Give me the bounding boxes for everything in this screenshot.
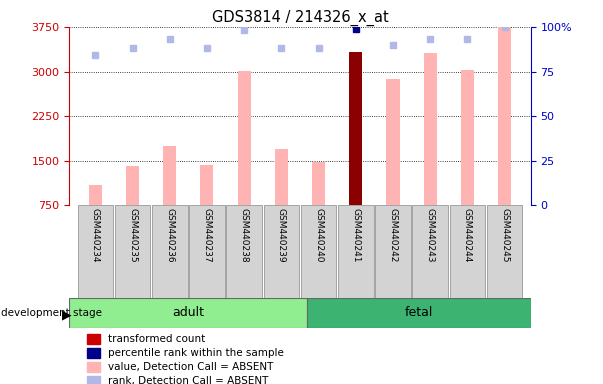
Bar [424, 53, 437, 205]
Bar [498, 27, 511, 205]
Bar [163, 146, 176, 205]
Bar [461, 70, 474, 205]
Text: fetal: fetal [405, 306, 433, 319]
Bar [189, 205, 225, 298]
Text: GSM440237: GSM440237 [203, 208, 212, 263]
Bar [78, 205, 113, 298]
Text: GSM440241: GSM440241 [352, 208, 361, 263]
Bar [226, 205, 262, 298]
Bar [264, 205, 299, 298]
Bar [200, 165, 213, 205]
Bar [312, 162, 325, 205]
Text: percentile rank within the sample: percentile rank within the sample [108, 348, 284, 358]
Bar [87, 362, 100, 372]
Bar [275, 149, 288, 205]
Text: ▶: ▶ [62, 308, 71, 321]
Bar [450, 205, 485, 298]
Text: transformed count: transformed count [108, 334, 205, 344]
Bar [238, 71, 251, 205]
Text: GSM440243: GSM440243 [426, 208, 435, 263]
Text: development stage: development stage [1, 308, 101, 318]
Bar [375, 205, 411, 298]
Bar [412, 205, 448, 298]
Text: adult: adult [172, 306, 204, 319]
Bar [338, 205, 374, 298]
Text: GSM440242: GSM440242 [388, 208, 397, 263]
Text: GSM440244: GSM440244 [463, 208, 472, 263]
Bar [126, 166, 139, 205]
Bar [152, 205, 188, 298]
Text: GSM440236: GSM440236 [165, 208, 174, 263]
Bar [89, 185, 102, 205]
Text: GSM440235: GSM440235 [128, 208, 137, 263]
Bar [301, 205, 336, 298]
Text: rank, Detection Call = ABSENT: rank, Detection Call = ABSENT [108, 376, 268, 384]
Text: GSM440240: GSM440240 [314, 208, 323, 263]
Bar [387, 79, 400, 205]
Bar [87, 376, 100, 384]
Bar [115, 205, 150, 298]
Text: GSM440234: GSM440234 [91, 208, 100, 263]
Bar [69, 298, 308, 328]
Text: value, Detection Call = ABSENT: value, Detection Call = ABSENT [108, 362, 273, 372]
Bar [487, 205, 522, 298]
Title: GDS3814 / 214326_x_at: GDS3814 / 214326_x_at [212, 9, 388, 25]
Text: GSM440238: GSM440238 [239, 208, 248, 263]
Bar [87, 348, 100, 358]
Bar [87, 334, 100, 344]
Text: GSM440245: GSM440245 [500, 208, 509, 263]
Bar [308, 298, 531, 328]
Text: GSM440239: GSM440239 [277, 208, 286, 263]
Bar [349, 53, 362, 205]
